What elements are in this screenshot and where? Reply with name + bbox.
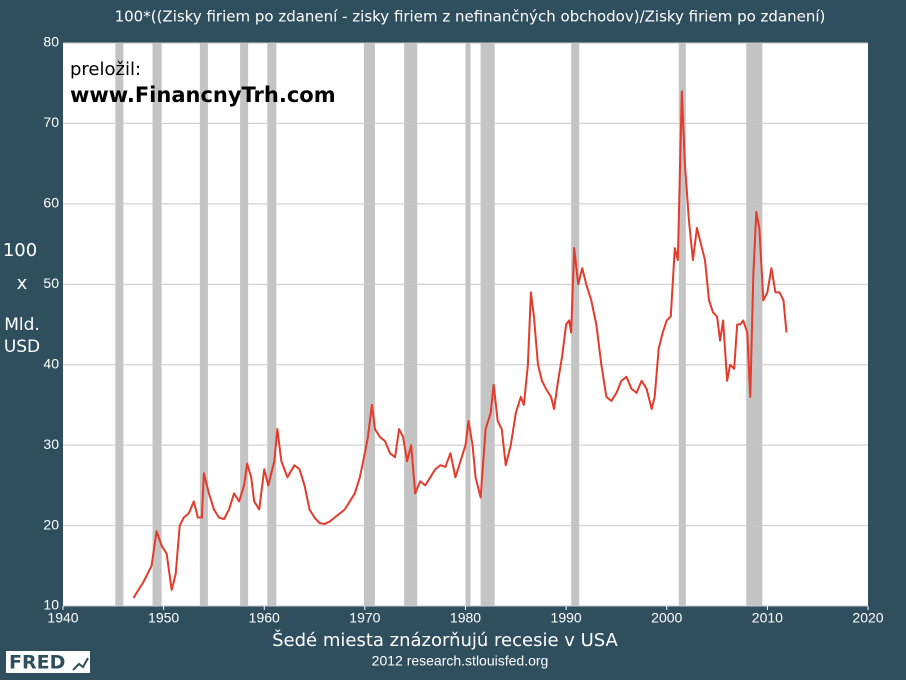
note: Šedé miesta znázorňujú recesie v USA [272, 629, 618, 651]
x-tick-label: 1960 [249, 610, 280, 626]
source: 2012 research.stlouisfed.org [372, 653, 549, 669]
recession-band [746, 43, 763, 606]
annotation: preložil: [70, 59, 141, 80]
logo-box [6, 651, 90, 673]
recession-band [363, 43, 375, 606]
y-label: USD [4, 337, 40, 357]
recession-band [465, 43, 471, 606]
x-tick-label: 1980 [450, 610, 481, 626]
y-tick-label: 40 [43, 355, 59, 371]
chart-title: 100*((Zisky firiem po zdanení - zisky fi… [115, 8, 826, 26]
data-line [132, 90, 788, 599]
recessions [115, 43, 763, 606]
recession-band [678, 43, 686, 606]
y-tick-label: 30 [43, 436, 59, 452]
logo-icon [72, 657, 89, 671]
recession-band [480, 43, 495, 606]
y-tick-label: 10 [43, 597, 59, 613]
y-tick-label: 50 [43, 275, 59, 291]
recession-band [571, 43, 580, 606]
x-tick-label: 1950 [148, 610, 179, 626]
recession-band [115, 43, 124, 606]
x-tick-label: 2000 [651, 610, 682, 626]
y-tick-label: 60 [43, 195, 59, 211]
y-label: x [17, 273, 28, 294]
series [132, 90, 788, 599]
logo: FRED [9, 652, 65, 674]
annotation: www.FinancnyTrh.com [70, 83, 336, 107]
y-label: Mld. [4, 315, 40, 335]
recession-band [152, 43, 162, 606]
x-tick-label: 1990 [551, 610, 582, 626]
x-tick-label: 1970 [349, 610, 380, 626]
x-tick-label: 2020 [852, 610, 883, 626]
x-tick-label: 1940 [47, 610, 78, 626]
y-tick-label: 70 [43, 114, 59, 130]
y-label: 100 [3, 240, 37, 261]
y-tick-label: 80 [43, 34, 59, 50]
x-tick-label: 2010 [752, 610, 783, 626]
recession-band [240, 43, 249, 606]
recession-band [404, 43, 418, 606]
y-tick-label: 20 [43, 516, 59, 532]
recession-band [267, 43, 277, 606]
recession-band [199, 43, 208, 606]
